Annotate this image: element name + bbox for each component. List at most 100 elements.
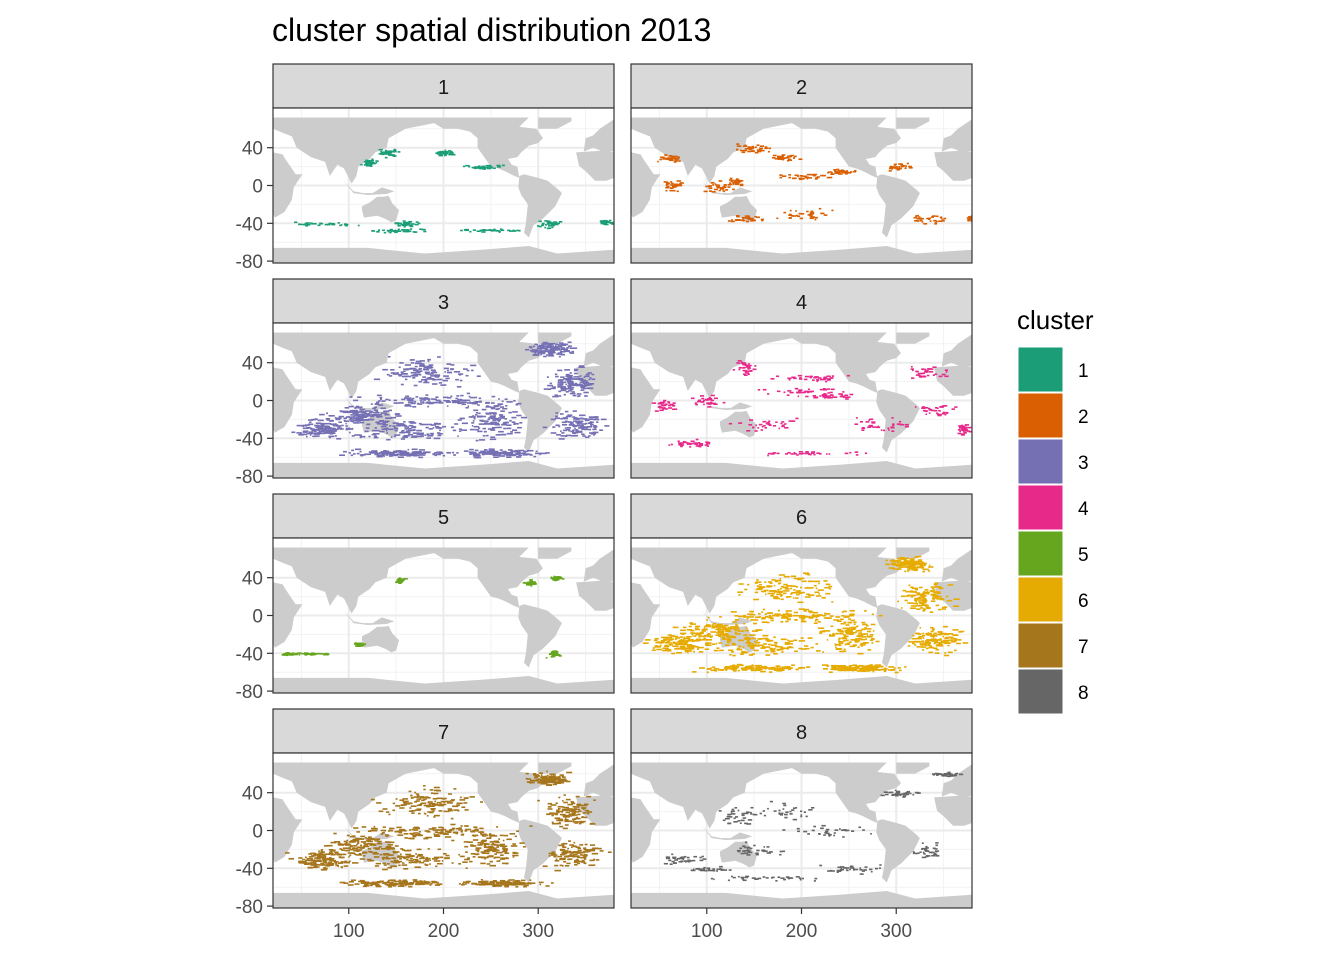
cluster-point [334,416,337,419]
cluster-point [712,184,714,186]
cluster-point [491,415,496,417]
cluster-point [317,419,324,422]
cluster-point [386,438,391,441]
cluster-point [656,648,663,651]
cluster-point [866,664,872,667]
cluster-point [493,405,500,407]
cluster-point [473,409,479,412]
cluster-point [359,434,362,436]
cluster-point [398,402,404,404]
cluster-point [319,425,325,427]
cluster-point [868,425,873,427]
cluster-point [541,343,548,345]
cluster-point [443,833,449,835]
cluster-point [368,435,371,438]
cluster-point [531,349,538,351]
cluster-point [429,863,431,865]
cluster-point [905,557,910,560]
cluster-point [287,653,292,656]
cluster-point [705,441,709,443]
cluster-point [855,454,859,456]
cluster-point [353,849,359,852]
cluster-point [351,847,359,850]
cluster-point [320,424,325,426]
cluster-point [449,809,453,811]
cluster-point [569,380,574,383]
cluster-point [481,842,484,844]
cluster-point [379,853,383,856]
cluster-point [502,415,505,418]
cluster-point [671,182,674,185]
cluster-point [383,853,390,855]
cluster-point [560,417,564,420]
cluster-point [428,402,435,404]
cluster-point [804,375,810,378]
cluster-point [704,625,711,628]
cluster-point [354,411,361,413]
cluster-point [917,220,920,222]
cluster-point [817,621,821,623]
cluster-point [544,226,547,229]
cluster-point [708,185,711,187]
cluster-point [786,156,789,159]
cluster-point [661,640,665,642]
cluster-point [573,418,577,420]
cluster-point [377,842,381,845]
cluster-point [482,435,486,437]
land-mass [941,334,972,367]
cluster-point [301,652,305,655]
cluster-point [840,618,844,621]
cluster-point [556,654,561,656]
cluster-point [320,850,323,853]
cluster-point [861,429,865,431]
cluster-point [524,450,528,453]
cluster-point [829,634,831,636]
cluster-point [348,452,351,454]
cluster-point [440,151,443,154]
cluster-point [932,595,938,597]
cluster-point [785,612,789,614]
cluster-point [310,222,313,224]
cluster-point [320,427,323,429]
cluster-point [938,375,943,378]
cluster-point [941,373,946,376]
cluster-point [333,861,339,863]
cluster-point [838,641,844,643]
cluster-point [770,595,774,597]
cluster-point [761,611,763,613]
cluster-point [751,669,758,672]
cluster-point [548,352,551,354]
cluster-point [539,453,542,456]
y-tick-label: -40 [236,644,263,665]
cluster-point [402,849,405,851]
cluster-point [485,434,489,437]
cluster-point [792,597,795,599]
cluster-point [779,157,783,159]
cluster-point [496,826,499,828]
cluster-point [768,581,772,583]
cluster-point [483,852,490,854]
cluster-point [457,399,463,401]
cluster-point [387,451,390,454]
cluster-point [375,410,378,413]
cluster-point [560,382,564,385]
cluster-point [393,865,398,868]
cluster-point [907,645,911,647]
cluster-point [807,637,813,639]
cluster-point [488,229,493,231]
cluster-point [772,154,777,157]
cluster-point [320,422,325,425]
cluster-point [760,149,765,152]
cluster-point [711,181,715,184]
cluster-point [662,407,667,410]
cluster-point [464,828,472,831]
cluster-point [666,640,671,642]
land-mass [583,119,614,152]
cluster-point [300,424,307,427]
cluster-point [924,589,929,591]
cluster-point [360,411,364,413]
cluster-point [308,419,314,421]
cluster-point [844,172,848,175]
cluster-point [935,604,940,607]
cluster-point [776,670,782,672]
